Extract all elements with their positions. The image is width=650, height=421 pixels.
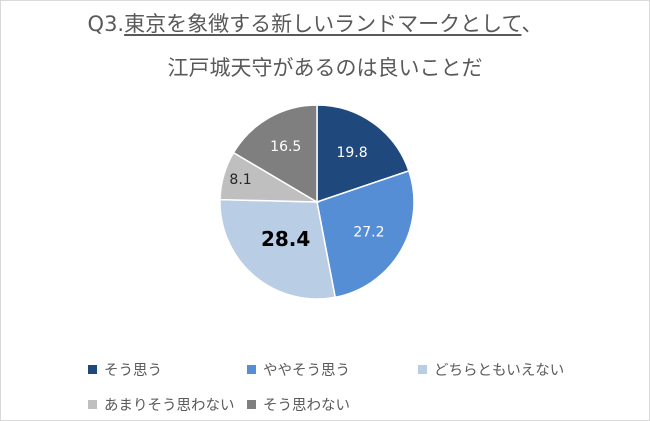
data-label-1: 27.2 [353,224,384,240]
legend-label: そう思う [104,363,162,379]
pie-slice-2 [219,198,337,300]
data-label-2: 28.4 [261,227,310,251]
legend-swatch [88,400,97,409]
legend-item-1: ややそう思う [247,359,350,380]
pie-slice-1 [316,169,415,299]
data-label-3: 8.1 [229,172,251,188]
data-label-0: 19.8 [336,145,367,161]
legend-swatch [418,365,427,374]
legend-label: あまりそう思わない [104,398,235,414]
title-underlined: 東京を象徴する新しいランドマークとして [124,12,522,36]
legend-swatch [88,365,97,374]
pie-slice-0 [316,104,410,204]
legend-swatch [247,400,256,409]
legend-item-3: あまりそう思わない [88,394,235,415]
title-suffix: 、 [521,12,543,36]
chart-title-line2: 江戸城天守があるのは良いことだ [167,56,483,80]
title-prefix: Q3. [87,12,125,36]
chart-title-line1: Q3.東京を象徴する新しいランドマークとして、 [0,8,640,38]
legend-label: どちらともいえない [434,363,565,379]
legend-item-4: そう思わない [247,394,350,415]
legend-label: そう思わない [263,398,350,414]
legend-item-0: そう思う [88,359,162,380]
pie-slice-4 [232,104,318,204]
legend-label: ややそう思う [263,363,350,379]
legend-swatch [247,365,256,374]
data-label-4: 16.5 [270,139,301,155]
legend-item-2: どちらともいえない [418,359,564,380]
